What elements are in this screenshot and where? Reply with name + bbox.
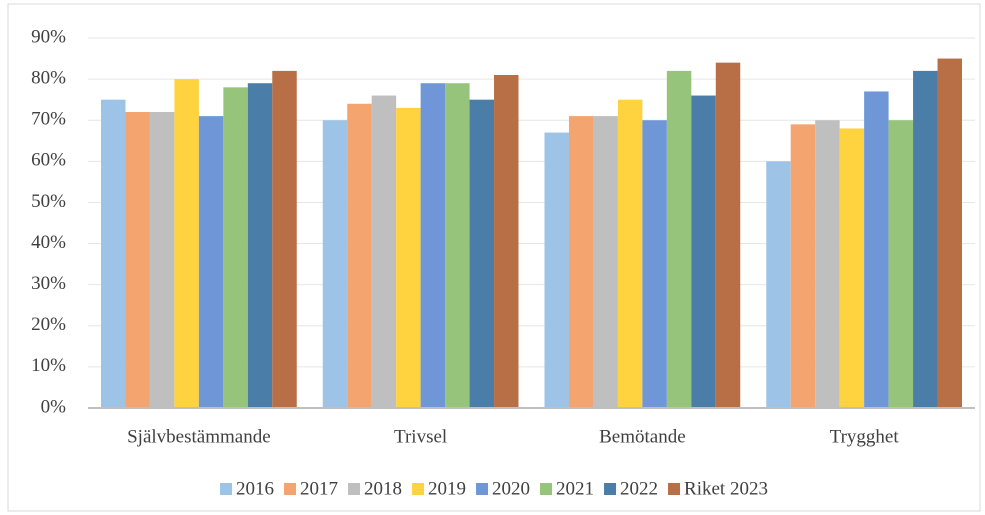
- bar: [888, 120, 914, 408]
- bar: [715, 62, 741, 409]
- legend-swatch: [668, 483, 681, 495]
- legend-swatch: [220, 483, 233, 495]
- bar: [174, 79, 199, 408]
- bar: [420, 83, 446, 408]
- legend-swatch: [348, 483, 361, 495]
- y-tick-label: 10%: [31, 355, 66, 376]
- bar: [937, 58, 962, 409]
- bar: [815, 120, 840, 408]
- bar: [247, 83, 273, 408]
- legend-swatch: [476, 483, 489, 495]
- bar: [272, 70, 297, 408]
- x-tick-label: Trivsel: [394, 426, 447, 447]
- legend-label: 2019: [428, 478, 466, 499]
- bar: [371, 95, 397, 409]
- legend-label: 2021: [556, 478, 594, 499]
- y-tick-label: 30%: [31, 273, 66, 294]
- bar: [149, 112, 175, 408]
- bar: [445, 83, 470, 408]
- legend-label: 2022: [620, 478, 658, 499]
- bar: [642, 120, 667, 408]
- legend-swatch: [540, 483, 553, 495]
- y-tick-label: 70%: [31, 109, 66, 130]
- bar: [494, 75, 519, 408]
- y-tick-label: 0%: [41, 396, 67, 417]
- bar: [396, 107, 421, 408]
- bar: [322, 120, 348, 408]
- bar: [125, 112, 150, 408]
- bar: [666, 70, 692, 408]
- bar: [568, 116, 594, 408]
- legend-swatch: [412, 483, 425, 495]
- bar: [839, 128, 865, 408]
- y-tick-label: 20%: [31, 314, 66, 335]
- x-tick-label: Självbestämmande: [127, 426, 271, 447]
- bar: [347, 103, 372, 409]
- legend-label: 2016: [236, 478, 274, 499]
- y-tick-label: 50%: [31, 191, 66, 212]
- bar: [913, 70, 938, 408]
- x-tick-label: Bemötande: [599, 426, 686, 447]
- legend-swatch: [604, 483, 617, 495]
- x-tick-label: Trygghet: [830, 426, 900, 447]
- legend-label: 2017: [300, 478, 338, 499]
- bar: [790, 124, 816, 408]
- bar: [101, 99, 126, 409]
- legend-swatch: [284, 483, 297, 495]
- y-tick-label: 90%: [31, 26, 66, 47]
- bar: [593, 116, 618, 408]
- bar: [864, 91, 889, 408]
- bar: [617, 99, 643, 409]
- y-tick-label: 80%: [31, 67, 66, 88]
- legend-label: 2018: [364, 478, 402, 499]
- y-tick-label: 40%: [31, 232, 66, 253]
- legend-label: Riket 2023: [684, 478, 768, 499]
- bar: [766, 161, 791, 408]
- y-tick-label: 60%: [31, 150, 66, 171]
- bar: [469, 99, 495, 409]
- bar: [198, 116, 224, 408]
- bar: [691, 95, 716, 409]
- bar: [544, 132, 569, 409]
- bar: [223, 87, 248, 408]
- legend-label: 2020: [492, 478, 530, 499]
